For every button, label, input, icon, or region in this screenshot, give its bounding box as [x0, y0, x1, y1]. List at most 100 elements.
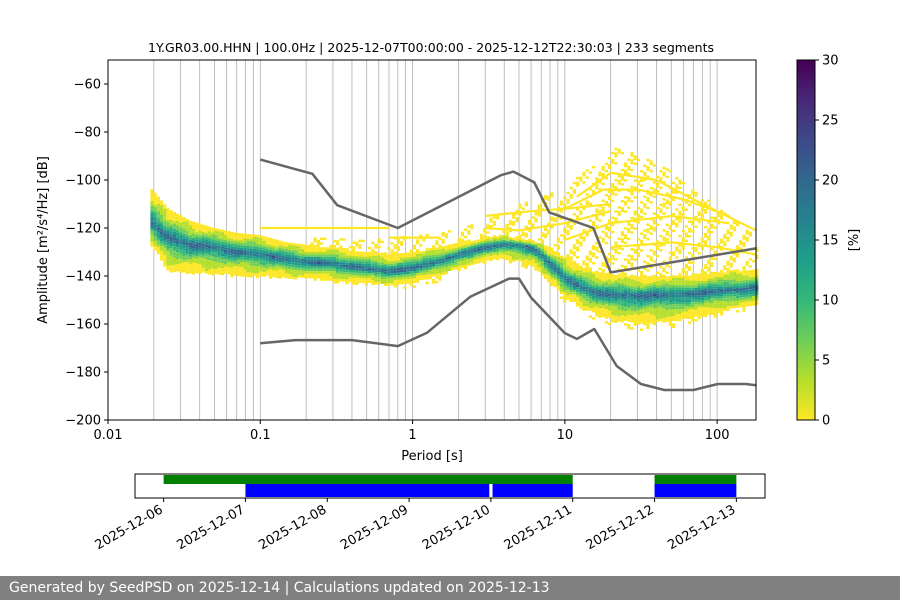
- psd-cell: [656, 310, 660, 313]
- psd-cell: [438, 244, 442, 247]
- psd-cell: [336, 259, 340, 262]
- psd-cell: [742, 297, 746, 300]
- psd-cell: [748, 286, 752, 290]
- psd-cell: [659, 294, 663, 298]
- psd-cell: [707, 269, 711, 272]
- psd-cell: [166, 227, 170, 230]
- psd-cell: [656, 185, 660, 188]
- psd-cell: [192, 260, 196, 263]
- psd-cell: [390, 273, 394, 276]
- psd-cell: [569, 273, 573, 276]
- psd-cell: [713, 305, 717, 308]
- psd-cell: [608, 281, 612, 285]
- psd-cell: [524, 254, 528, 257]
- psd-cell: [723, 234, 727, 237]
- psd-cell: [668, 280, 672, 283]
- psd-cell: [448, 263, 452, 267]
- timeline-tick-label: 2025-12-12: [584, 502, 657, 553]
- psd-cell: [166, 251, 170, 254]
- psd-cell: [720, 217, 724, 220]
- psd-cell: [624, 196, 628, 199]
- psd-cell: [358, 256, 362, 259]
- psd-cell: [182, 241, 186, 244]
- psd-cell: [240, 259, 244, 263]
- psd-cell: [156, 220, 160, 224]
- psd-cell: [185, 238, 189, 241]
- psd-cell: [230, 270, 234, 273]
- psd-cell: [505, 243, 509, 246]
- psd-cell: [416, 256, 420, 259]
- psd-cell: [710, 312, 714, 315]
- psd-cell: [294, 260, 298, 263]
- psd-cell: [560, 262, 564, 266]
- psd-cell: [246, 236, 250, 239]
- psd-cell: [611, 310, 615, 313]
- psd-cell: [646, 254, 650, 258]
- psd-cell: [176, 244, 180, 248]
- psd-cell: [316, 240, 320, 243]
- psd-cell: [268, 259, 272, 262]
- psd-cell: [195, 253, 199, 257]
- psd-cell: [217, 265, 221, 268]
- psd-cell: [150, 222, 154, 226]
- psd-cell: [636, 288, 640, 291]
- psd-cell: [710, 307, 714, 311]
- psd-cell: [697, 297, 701, 300]
- psd-cell: [211, 239, 215, 242]
- psd-cell: [598, 171, 602, 174]
- psd-cell: [204, 228, 208, 231]
- psd-cell: [230, 255, 234, 259]
- psd-cell: [403, 267, 407, 270]
- psd-cell: [643, 171, 647, 175]
- psd-cell: [627, 165, 631, 169]
- psd-cell: [649, 297, 653, 300]
- psd-cell: [720, 301, 724, 304]
- psd-cell: [243, 252, 247, 256]
- psd-cell: [192, 233, 196, 237]
- psd-cell: [646, 192, 650, 195]
- psd-cell: [755, 302, 759, 305]
- psd-cell: [598, 291, 602, 294]
- psd-cell: [547, 270, 551, 273]
- psd-cell: [659, 249, 663, 252]
- psd-cell: [342, 248, 346, 251]
- psd-cell: [668, 294, 672, 298]
- psd-cell: [435, 249, 439, 253]
- psd-cell: [710, 303, 714, 306]
- psd-cell: [188, 266, 192, 269]
- psd-cell: [624, 299, 628, 302]
- psd-cell: [710, 298, 714, 301]
- psd-cell: [262, 238, 266, 241]
- psd-cell: [675, 225, 679, 228]
- psd-cell: [729, 255, 733, 259]
- psd-cell: [252, 251, 256, 254]
- psd-cell: [697, 290, 701, 293]
- psd-cell: [214, 235, 218, 238]
- psd-cell: [521, 233, 525, 237]
- psd-cell: [646, 307, 650, 310]
- psd-cell: [224, 244, 228, 248]
- psd-cell: [707, 266, 711, 270]
- psd-cell: [230, 253, 234, 256]
- psd-cell: [505, 231, 509, 234]
- psd-cell: [256, 251, 260, 255]
- psd-cell: [409, 261, 413, 265]
- psd-cell: [585, 202, 589, 206]
- psd-cell: [432, 262, 436, 265]
- psd-cell: [371, 270, 375, 273]
- psd-cell: [412, 285, 416, 288]
- psd-cell: [713, 281, 717, 284]
- psd-cell: [681, 270, 685, 274]
- psd-cell: [268, 252, 272, 255]
- psd-cell: [499, 241, 503, 245]
- psd-cell: [192, 255, 196, 258]
- psd-cell: [384, 262, 388, 265]
- psd-cell: [412, 266, 416, 269]
- psd-cell: [377, 265, 381, 268]
- psd-cell: [652, 306, 656, 309]
- colorbar-label: [%]: [847, 229, 862, 252]
- psd-cell: [672, 318, 676, 321]
- psd-cell: [313, 240, 317, 243]
- psd-cell: [633, 157, 637, 161]
- psd-cell: [560, 255, 564, 259]
